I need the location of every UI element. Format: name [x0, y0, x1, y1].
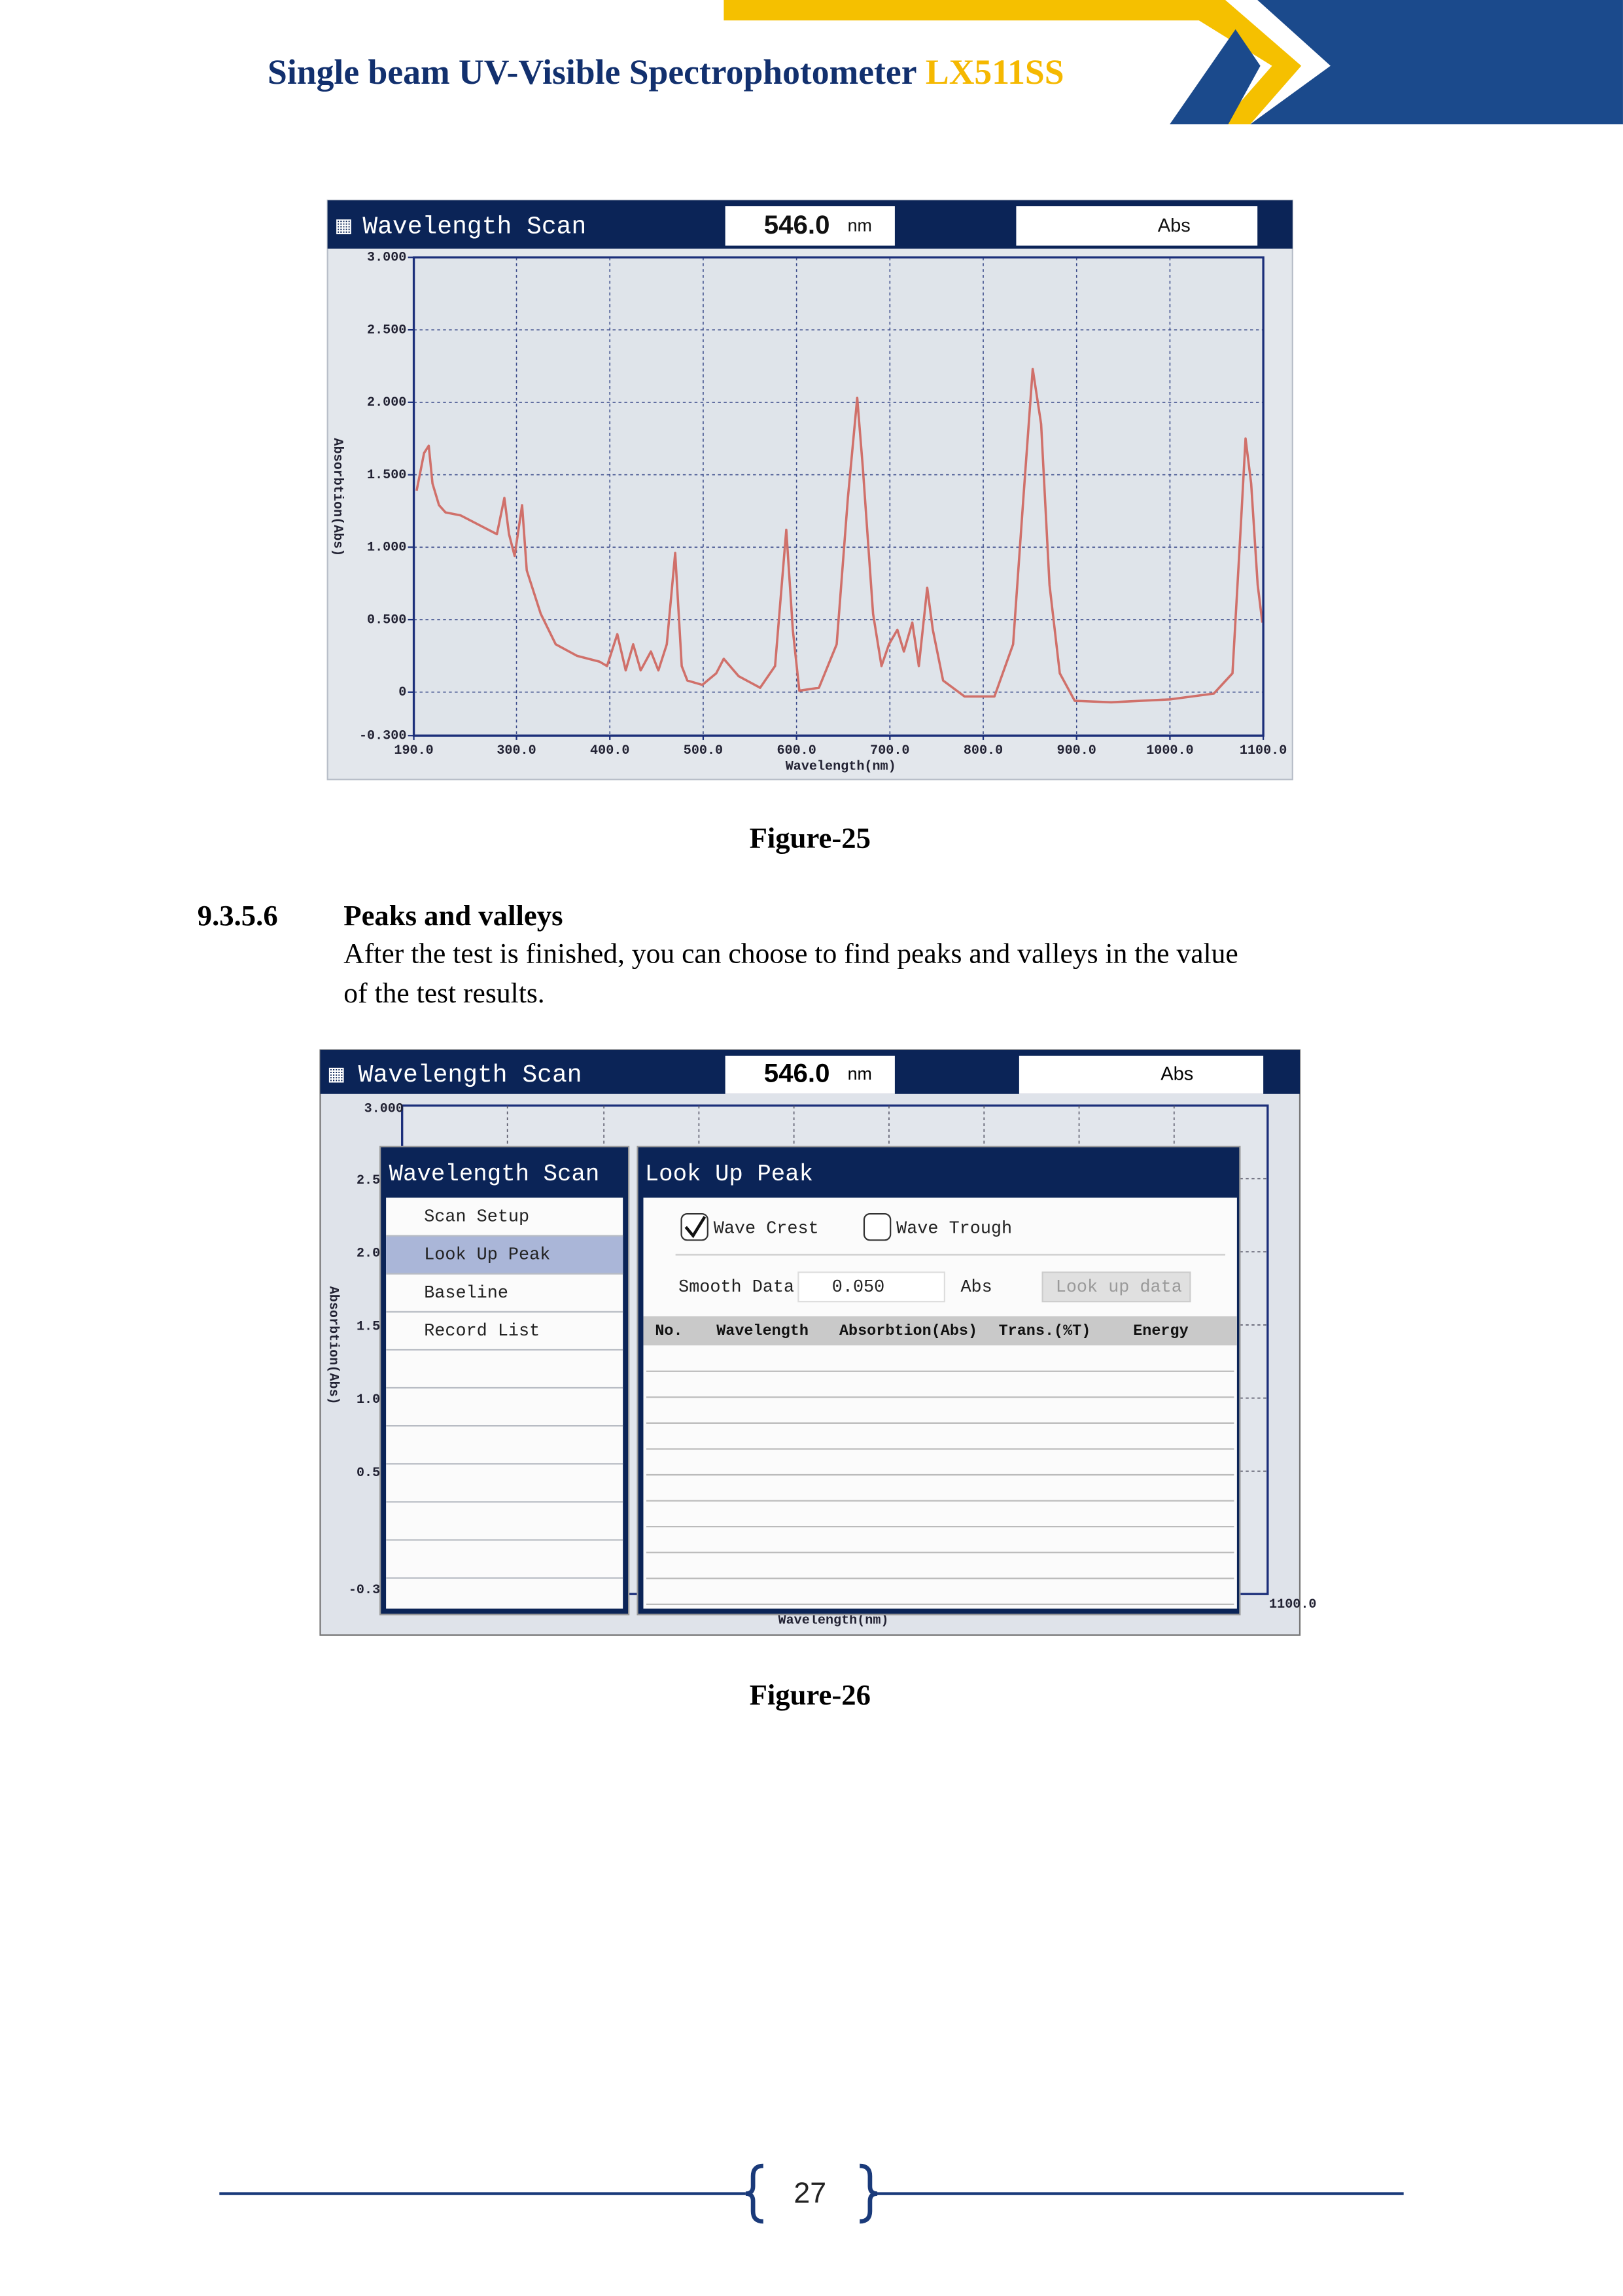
- x-tick-label: 800.0: [964, 743, 1003, 758]
- y-tick-label: 1.0: [357, 1392, 380, 1407]
- mode-box: [1016, 206, 1258, 246]
- column-header: Wavelength: [716, 1322, 809, 1340]
- column-header: Absorbtion(Abs): [839, 1322, 977, 1340]
- x-tick-label: 700.0: [870, 743, 909, 758]
- y-tick-label: -0.300: [359, 729, 406, 744]
- figure-26: ▦ Wavelength Scan 546.0 nm Abs 3.000 2.5…: [319, 1049, 1316, 1636]
- column-header: Energy: [1133, 1322, 1188, 1340]
- spectrum-line: [415, 368, 1264, 704]
- plot-frame: [412, 256, 1265, 737]
- column-header: Trans.(%T): [999, 1322, 1091, 1340]
- screen-icon: ▦: [336, 213, 351, 241]
- y-tick-label: 1.5: [357, 1319, 380, 1334]
- brace: [860, 2163, 878, 2224]
- wavelength: 546.0: [764, 1058, 830, 1087]
- value-box: [725, 206, 895, 246]
- y-tick-label: 2.5: [357, 1173, 380, 1188]
- header-blue: [1250, 0, 1623, 124]
- page-number: 27: [794, 2178, 826, 2210]
- caption: Figure-26: [750, 1678, 871, 1711]
- y-tick-label: -0.3: [349, 1583, 380, 1598]
- menu-title: Wavelength Scan: [389, 1161, 600, 1188]
- y-axis-label: Absorbtion(Abs): [330, 438, 345, 556]
- header-blue: [1170, 29, 1261, 124]
- header-yellow: [724, 0, 1302, 124]
- y-tick-label: 0.5: [357, 1466, 380, 1481]
- x-tick-label: 900.0: [1057, 743, 1096, 758]
- menu-item: Baseline: [424, 1284, 508, 1303]
- figure-25: ▦ Wavelength Scan 546.0 nm Abs -0.300 0 0.…: [326, 200, 1293, 781]
- mode: Abs: [1158, 215, 1191, 236]
- screen-icon: ▦: [329, 1061, 344, 1089]
- grid: [506, 1105, 1268, 1472]
- button-label: Look up data: [1056, 1278, 1182, 1298]
- table-columns: No. Wavelength Absorbtion(Abs) Trans.(%T…: [655, 1322, 1188, 1340]
- x-tick-label: 300.0: [497, 743, 536, 758]
- mode-box: [1019, 1055, 1264, 1094]
- x-tick-label: 400.0: [590, 743, 629, 758]
- table-rows: [646, 1370, 1234, 1605]
- x-tick-label: 1100.0: [1269, 1597, 1316, 1612]
- unit: nm: [848, 1064, 872, 1084]
- menu-item: Look Up Peak: [424, 1246, 550, 1265]
- y-tick-label: 0.500: [367, 612, 406, 627]
- table-header: [643, 1316, 1237, 1346]
- y-tick-label: 2.000: [367, 395, 406, 410]
- menu-item: Scan Setup: [424, 1208, 529, 1227]
- y-tick-label: 3.000: [367, 251, 406, 266]
- header-title-text: Single beam UV-Visible Spectrophotometer: [268, 53, 916, 92]
- section-title: Peaks and valleys: [343, 899, 563, 932]
- y-tick-label: 2.0: [357, 1246, 380, 1262]
- wavelength: 546.0: [764, 210, 830, 239]
- y-tick-label: 2.500: [367, 323, 406, 338]
- column-header: No.: [655, 1322, 682, 1340]
- mode: Abs: [1161, 1063, 1193, 1084]
- paragraph-line: of the test results.: [343, 978, 544, 1009]
- checkbox: [863, 1212, 892, 1241]
- section-number: 9.3.5.6: [198, 899, 278, 932]
- menu-items: Scan Setup Look Up Peak Baseline Record …: [424, 1208, 550, 1341]
- value-box: [725, 1055, 895, 1094]
- screen-title: Wavelength Scan: [362, 213, 586, 241]
- x-axis-label: Wavelength(nm): [786, 759, 896, 774]
- y-axis-label: Absorbtion(Abs): [325, 1286, 340, 1405]
- x-axis-label: Wavelength(nm): [778, 1614, 889, 1629]
- x-tick-label: 600.0: [777, 743, 816, 758]
- x-tick-label: 500.0: [684, 743, 723, 758]
- caption: Figure-25: [750, 821, 871, 854]
- y-axis-labels: 3.000 2.5 2.0 1.5 1.0 0.5 -0.3: [349, 1101, 404, 1597]
- field-unit: Abs: [960, 1278, 992, 1298]
- unit: nm: [848, 216, 872, 236]
- option-label: Wave Crest: [714, 1220, 819, 1239]
- menu-item: Record List: [424, 1322, 540, 1341]
- input: [797, 1271, 946, 1303]
- field-label: Smooth Data: [678, 1278, 794, 1298]
- option-label: Wave Trough: [896, 1220, 1012, 1239]
- screen-title: Wavelength Scan: [358, 1061, 582, 1089]
- brace: [745, 2163, 763, 2224]
- y-tick-label: 0: [398, 685, 406, 700]
- dialog-body: [643, 1197, 1237, 1609]
- menu-highlight: [386, 1235, 623, 1274]
- paragraph-line: After the test is finished, you can choo…: [343, 938, 1238, 970]
- x-tick-label: 190.0: [394, 743, 433, 758]
- menu-lines: [386, 1235, 623, 1579]
- check-mark: [684, 1216, 707, 1239]
- x-tick-label: 1100.0: [1240, 743, 1287, 758]
- plot-area: [413, 257, 1264, 736]
- y-tick-label: 1.000: [367, 540, 406, 556]
- header-model: LX511SS: [926, 53, 1064, 92]
- y-tick-label: 3.000: [364, 1101, 404, 1116]
- input-value: 0.050: [832, 1278, 884, 1298]
- button: [1041, 1271, 1191, 1303]
- x-tick-label: 1000.0: [1146, 743, 1193, 758]
- y-tick-label: 1.500: [367, 468, 406, 483]
- header-title: Single beam UV-Visible Spectrophotometer…: [268, 53, 1064, 92]
- dialog-title: Look Up Peak: [645, 1161, 813, 1188]
